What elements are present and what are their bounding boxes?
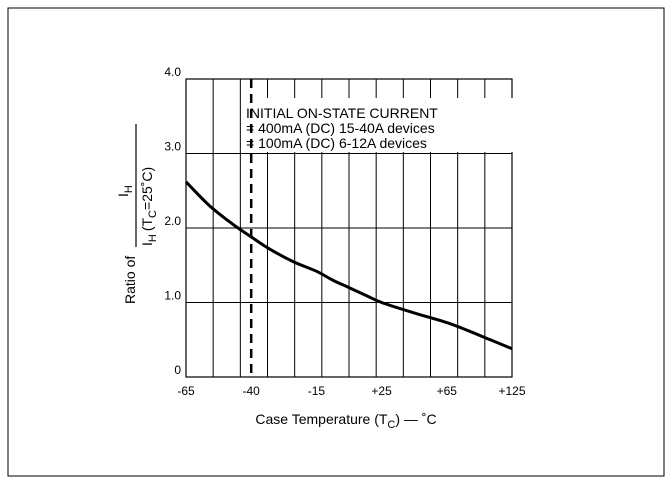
y-tick-label: 4.0 [164,65,181,79]
x-axis-label: Case Temperature (TC) — ˚C [255,411,436,431]
x-tick-label: +65 [437,384,458,398]
y-tick-label: 1.0 [164,289,181,303]
x-tick-label: -40 [243,384,261,398]
y-tick-label: 3.0 [164,140,181,154]
y-axis-label-prefix: Ratio of [122,256,138,304]
x-tick-labels: -65 -40 -15 +25 +65 +125 [177,384,526,398]
y-axis-label: Ratio of IH IH(TC=25˚C) [115,124,159,304]
plot-area [185,78,513,378]
series-line [184,180,513,351]
y-tick-labels: 0 1.0 2.0 3.0 4.0 [164,65,181,377]
y-axis-label-numerator: IH [115,185,135,197]
x-tick-label: -15 [308,384,326,398]
annotation-line-2: = 400mA (DC) 15-40A devices [246,120,435,136]
annotation-line-3: = 100mA (DC) 6-12A devices [246,135,427,151]
y-axis-label-denominator: IH(TC=25˚C) [139,167,159,246]
y-tick-label: 2.0 [164,214,181,228]
outer-border [7,7,665,477]
x-tick-label: +125 [498,384,525,398]
annotation-line-1: INITIAL ON-STATE CURRENT [246,105,438,121]
plot-border [185,78,513,378]
annotation-background [244,98,514,152]
x-tick-label: +25 [371,384,392,398]
x-tick-label: -65 [177,384,195,398]
y-tick-label: 0 [174,363,181,377]
series-group [184,180,513,351]
